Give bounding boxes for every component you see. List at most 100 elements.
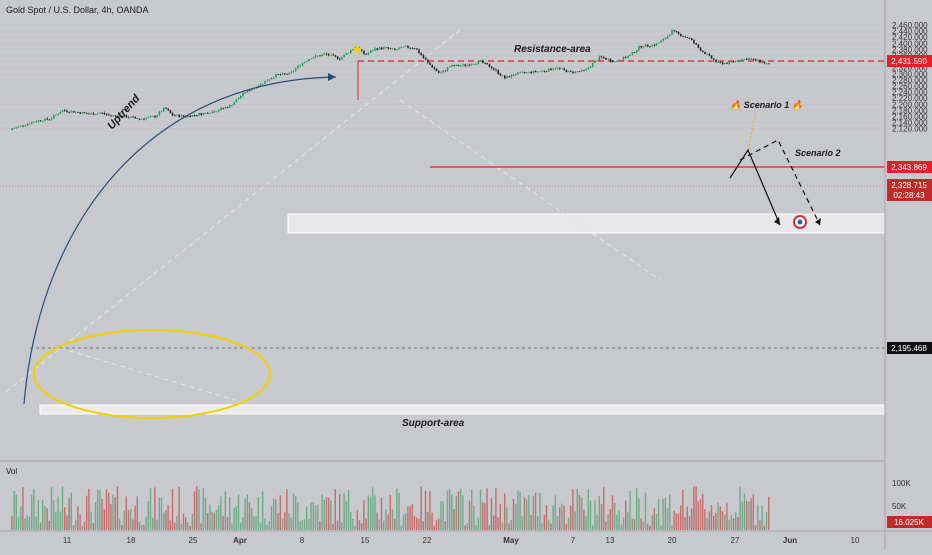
y-tick-label: 2,460.000 bbox=[892, 21, 928, 30]
volume-bar bbox=[101, 499, 102, 530]
volume-bar bbox=[731, 515, 732, 530]
volume-bar bbox=[429, 491, 430, 530]
volume-bar bbox=[610, 509, 611, 530]
volume-bar bbox=[161, 498, 162, 530]
volume-bar bbox=[508, 523, 509, 530]
candle-body bbox=[139, 119, 141, 120]
volume-bar bbox=[363, 500, 364, 530]
volume-bar bbox=[304, 519, 305, 530]
volume-bar bbox=[673, 511, 674, 530]
candle-body bbox=[332, 55, 334, 56]
volume-bar bbox=[13, 491, 14, 530]
candle-body bbox=[766, 63, 768, 64]
volume-bar bbox=[596, 515, 597, 530]
candle-body bbox=[51, 118, 53, 119]
candle-body bbox=[176, 115, 178, 116]
candle-body bbox=[493, 68, 495, 69]
candle-body bbox=[77, 112, 79, 113]
volume-bar bbox=[352, 519, 353, 530]
candle-body bbox=[407, 46, 409, 48]
candle-body bbox=[132, 117, 134, 118]
candle-body bbox=[273, 77, 275, 78]
volume-bar bbox=[704, 509, 705, 530]
candle-body bbox=[343, 55, 345, 57]
volume-bar bbox=[255, 516, 256, 530]
volume-bar bbox=[99, 490, 100, 530]
volume-bar bbox=[493, 516, 494, 530]
candle-body bbox=[20, 126, 22, 127]
volume-bar bbox=[711, 505, 712, 530]
volume-bar bbox=[698, 501, 699, 530]
volume-bar bbox=[473, 506, 474, 530]
candle-body bbox=[590, 67, 592, 68]
volume-bar bbox=[126, 496, 127, 530]
candle-body bbox=[71, 111, 73, 112]
volume-bar bbox=[691, 508, 692, 530]
volume-bar bbox=[702, 494, 703, 530]
volume-bar bbox=[88, 489, 89, 530]
candle-body bbox=[38, 120, 40, 121]
candle-body bbox=[559, 68, 561, 69]
candle-body bbox=[348, 53, 350, 54]
volume-bar bbox=[715, 513, 716, 530]
volume-bar bbox=[104, 509, 105, 530]
volume-bar bbox=[420, 486, 421, 530]
candle-body bbox=[313, 57, 315, 58]
volume-bar bbox=[192, 514, 193, 530]
volume-bar bbox=[500, 504, 501, 530]
volume-bar bbox=[759, 520, 760, 530]
volume-bar bbox=[258, 497, 259, 530]
candle-body bbox=[42, 121, 44, 122]
candle-body bbox=[614, 61, 616, 62]
candle-body bbox=[231, 105, 233, 106]
volume-bar bbox=[49, 521, 50, 530]
volume-bar bbox=[640, 518, 641, 530]
candle-body bbox=[90, 113, 92, 114]
candle-body bbox=[746, 59, 748, 60]
candle-body bbox=[500, 74, 502, 76]
candle-body bbox=[233, 102, 235, 105]
candle-body bbox=[288, 73, 290, 75]
x-tick-label: 10 bbox=[851, 536, 860, 545]
candle-body bbox=[174, 115, 176, 116]
volume-bar bbox=[46, 508, 47, 530]
candle-body bbox=[528, 72, 530, 73]
candle-body bbox=[592, 63, 594, 67]
candle-body bbox=[665, 39, 667, 40]
volume-bar bbox=[489, 525, 490, 530]
price-axis[interactable]: 2,120.0002,140.0002,160.0002,180.0002,20… bbox=[892, 21, 928, 134]
candle-body bbox=[93, 113, 95, 114]
volume-bar bbox=[284, 512, 285, 530]
candle-body bbox=[365, 54, 367, 55]
candle-body bbox=[271, 78, 273, 79]
volume-bar bbox=[431, 513, 432, 530]
volume-bar bbox=[453, 509, 454, 530]
candle-body bbox=[733, 62, 735, 63]
candle-body bbox=[605, 58, 607, 60]
candle-body bbox=[711, 55, 713, 58]
candle-body bbox=[625, 57, 627, 58]
volume-bar bbox=[511, 520, 512, 530]
volume-bar bbox=[526, 500, 527, 530]
volume-bar bbox=[310, 502, 311, 530]
volume-bar bbox=[11, 516, 12, 530]
candle-body bbox=[18, 126, 20, 127]
volume-bar bbox=[491, 498, 492, 530]
volume-bar bbox=[379, 520, 380, 530]
volume-bar bbox=[394, 519, 395, 530]
volume-bar bbox=[550, 524, 551, 530]
volume-bar bbox=[176, 516, 177, 530]
candle-body bbox=[581, 70, 583, 71]
volume-label: Vol bbox=[6, 467, 17, 476]
candle-body bbox=[431, 65, 433, 68]
candle-body bbox=[748, 59, 750, 60]
volume-bar bbox=[660, 525, 661, 530]
candle-body bbox=[304, 62, 306, 63]
candle-body bbox=[662, 39, 664, 41]
candle-body bbox=[456, 65, 458, 66]
volume-bar bbox=[66, 515, 67, 530]
volume-bar bbox=[90, 512, 91, 530]
volume-bar bbox=[40, 522, 41, 530]
volume-bar bbox=[724, 515, 725, 530]
